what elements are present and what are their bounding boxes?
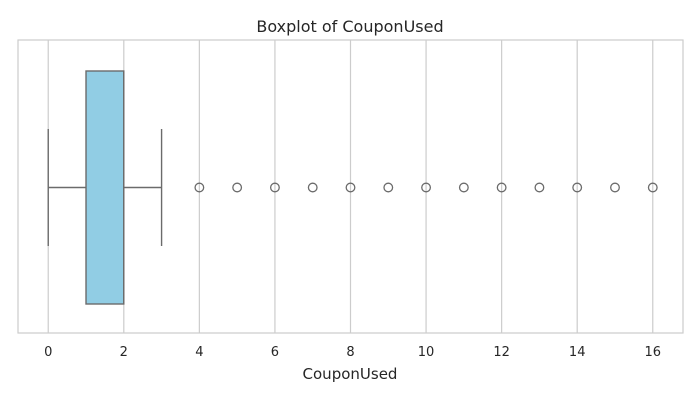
x-axis-ticks: 0 2 4 6 8 10 12 14 16 xyxy=(44,345,661,360)
x-tick-label-14: 14 xyxy=(569,345,586,360)
x-tick-label-10: 10 xyxy=(418,345,435,360)
x-tick-label-2: 2 xyxy=(120,345,128,360)
x-tick-label-12: 12 xyxy=(493,345,510,360)
x-tick-label-6: 6 xyxy=(271,345,279,360)
outlier-point-15 xyxy=(610,182,620,193)
outlier-point-16 xyxy=(647,182,658,193)
outlier-point-12 xyxy=(496,182,507,193)
iqr-box xyxy=(85,70,125,305)
outlier-point-10 xyxy=(421,182,432,193)
x-tick-label-16: 16 xyxy=(644,345,661,360)
outlier-point-9 xyxy=(383,182,394,193)
outlier-point-8 xyxy=(345,182,356,193)
outlier-point-4 xyxy=(194,182,205,193)
x-tick-label-0: 0 xyxy=(44,345,52,360)
outlier-point-7 xyxy=(307,182,318,193)
outlier-point-14 xyxy=(572,182,583,193)
outliers xyxy=(194,182,658,193)
outlier-point-5 xyxy=(232,182,243,193)
outlier-point-13 xyxy=(534,182,545,193)
x-tick-label-4: 4 xyxy=(195,345,203,360)
outlier-point-6 xyxy=(269,182,280,193)
box-elements xyxy=(47,70,163,305)
x-tick-label-8: 8 xyxy=(346,345,354,360)
outlier-point-11 xyxy=(458,182,469,193)
x-axis-label: CouponUsed xyxy=(303,365,398,383)
chart-title: Boxplot of CouponUsed xyxy=(256,17,443,36)
